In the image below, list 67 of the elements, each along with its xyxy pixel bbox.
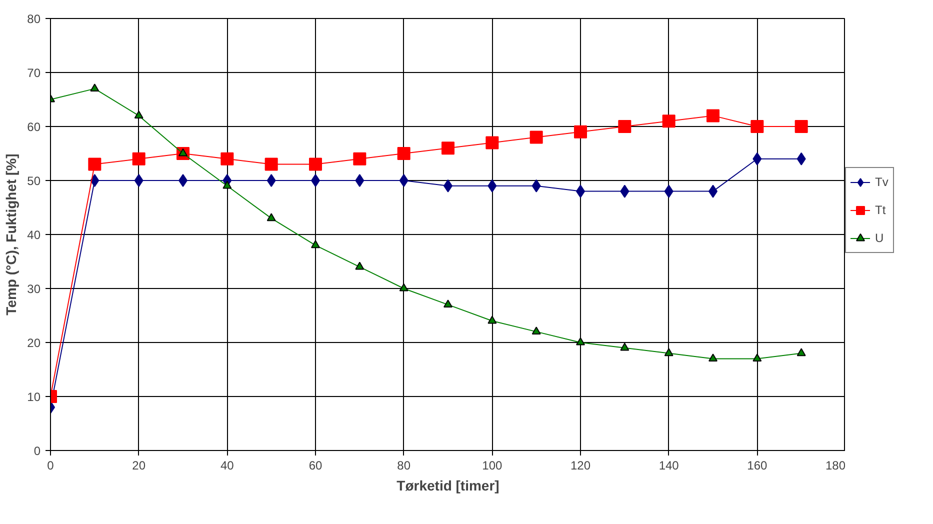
y-tick-label: 10 (27, 390, 41, 404)
point (399, 174, 408, 187)
point (222, 180, 232, 189)
point (750, 120, 764, 133)
x-tick-label: 40 (220, 458, 234, 472)
y-axis-title: Temp (°C), Fuktighet [%] (3, 154, 20, 316)
point (355, 174, 364, 187)
point (752, 354, 762, 362)
point (355, 262, 364, 270)
point (488, 179, 497, 192)
x-tick-label: 160 (747, 458, 768, 472)
y-tick-label: 60 (27, 120, 41, 134)
point (486, 136, 499, 150)
point (708, 354, 718, 362)
point (90, 84, 100, 92)
y-tick-label: 20 (27, 336, 41, 350)
x-tick-label: 20 (132, 458, 146, 472)
x-tick-label: 140 (658, 458, 680, 472)
point (530, 130, 543, 144)
point (134, 174, 144, 187)
point (752, 152, 762, 166)
point (442, 142, 454, 155)
point (266, 213, 276, 222)
x-axis-title: Tørketid [timer] (396, 478, 500, 494)
x-tick-label: 0 (47, 458, 54, 472)
point (309, 158, 322, 171)
point (662, 114, 676, 128)
x-tick-label: 100 (482, 458, 503, 472)
point (664, 184, 674, 198)
point (488, 316, 497, 324)
x-tick-label: 120 (570, 458, 591, 472)
point (532, 179, 541, 192)
point (620, 342, 630, 351)
point (397, 147, 410, 160)
point (796, 152, 806, 166)
point (532, 326, 541, 335)
legend-label: Tv (875, 175, 889, 189)
y-tick-label: 40 (27, 228, 41, 242)
point (264, 158, 278, 171)
point (618, 120, 632, 133)
point (664, 348, 674, 356)
y-tick-label: 0 (34, 444, 41, 458)
point (794, 120, 808, 133)
y-tick-label: 50 (27, 174, 41, 188)
legend-label: Tt (875, 203, 887, 217)
point (88, 158, 102, 171)
point (90, 174, 100, 187)
x-tick-label: 180 (825, 458, 846, 472)
x-tick-label: 80 (397, 458, 411, 472)
x-tick-label: 60 (308, 458, 322, 472)
point (266, 174, 276, 187)
point (574, 125, 587, 138)
point (706, 109, 720, 122)
point (444, 300, 452, 308)
y-tick-label: 30 (27, 282, 41, 296)
legend-label: U (875, 231, 885, 245)
point (353, 152, 366, 166)
point (576, 337, 585, 346)
point (620, 184, 630, 198)
y-tick-label: 80 (27, 12, 41, 26)
point (796, 348, 806, 356)
point (132, 152, 146, 166)
y-tick-label: 70 (27, 66, 41, 80)
point (134, 110, 144, 119)
point (220, 152, 234, 166)
point (311, 240, 320, 248)
point (399, 283, 408, 292)
